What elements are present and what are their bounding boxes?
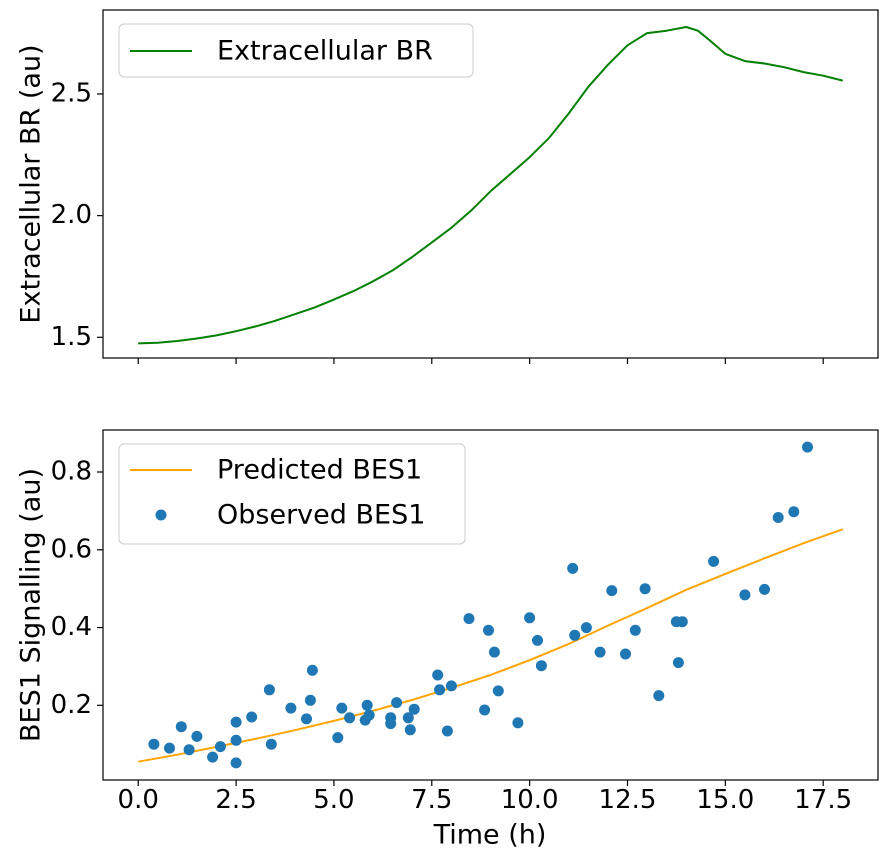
scatter-point <box>620 648 631 660</box>
top-legend-label: Extracellular BR <box>217 36 433 67</box>
scatter-point <box>246 711 258 723</box>
scatter-point <box>148 738 160 750</box>
series-line <box>138 26 844 345</box>
scatter-point <box>402 712 414 724</box>
y-tick-label: 2.0 <box>51 200 92 230</box>
x-tick-label: 10.0 <box>501 785 559 815</box>
x-tick-label: 5.0 <box>313 785 354 815</box>
scatter-point <box>363 709 375 721</box>
x-tick-label: 15.0 <box>696 785 754 815</box>
scatter-point <box>432 669 444 681</box>
bottom-y-ticks: 0.2 0.4 0.6 0.8 <box>51 457 103 720</box>
scatter-point <box>512 717 524 729</box>
top-plot-marks <box>138 26 844 345</box>
top-y-axis-label: Extracellular BR (au) <box>16 44 47 323</box>
top-axes-frame <box>102 9 879 359</box>
scatter-point <box>672 657 684 669</box>
scatter-point <box>567 562 579 574</box>
bottom-legend-label-observed: Observed BES1 <box>217 500 425 531</box>
scatter-point <box>739 589 751 601</box>
x-tick-label: 7.5 <box>411 785 452 815</box>
scatter-point <box>524 612 536 624</box>
x-tick-label: 12.5 <box>599 785 657 815</box>
scatter-point <box>207 751 219 763</box>
scatter-point <box>332 732 344 744</box>
y-tick-label: 0.2 <box>51 690 92 720</box>
bottom-legend-label-predicted: Predicted BES1 <box>217 455 422 486</box>
series-line <box>138 528 844 763</box>
scatter-point <box>606 585 618 597</box>
scatter-point <box>629 624 641 636</box>
bottom-x-ticks: 0.0 2.5 5.0 7.5 10.0 12.5 15.0 17.5 <box>118 780 852 815</box>
scatter-point <box>434 684 446 696</box>
scatter-point <box>759 583 770 595</box>
scatter-point <box>175 721 187 733</box>
scatter-point <box>772 512 784 523</box>
scatter-point <box>164 742 175 754</box>
scatter-point <box>802 441 813 453</box>
scatter-point <box>230 734 242 746</box>
scatter-point <box>265 738 277 750</box>
top-legend-box <box>118 23 474 78</box>
scatter-point <box>463 613 475 625</box>
scatter-point <box>183 744 195 756</box>
scatter-point <box>441 725 453 737</box>
scatter-point <box>263 684 275 696</box>
scatter-point <box>230 757 242 769</box>
y-tick-label: 2.5 <box>51 78 92 108</box>
bottom-axes-frame <box>102 429 879 781</box>
top-panel: 1.5 2.0 2.5 Extracellular BR (au) Extracel… <box>16 9 879 364</box>
x-tick-label: 2.5 <box>215 785 256 815</box>
scatter-point <box>361 699 373 711</box>
scatter-point <box>479 704 491 716</box>
scatter-point <box>344 712 356 724</box>
scatter-point <box>532 634 543 646</box>
bottom-legend-box <box>118 443 466 545</box>
scatter-point <box>304 694 316 706</box>
scatter-point <box>594 646 606 658</box>
scatter-point <box>445 680 457 692</box>
scatter-point <box>708 555 720 567</box>
bottom-panel: 0.0 2.5 5.0 7.5 10.0 12.5 15.0 17.5 0.20.40.60.… <box>16 429 879 851</box>
top-legend: Extracellular BR <box>118 23 474 78</box>
y-tick-label: 0.8 <box>51 457 92 487</box>
scatter-point <box>535 660 547 672</box>
scatter-point <box>391 697 403 709</box>
y-tick-label: 0.4 <box>51 612 92 642</box>
scatter-point <box>788 506 800 518</box>
top-x-ticks <box>137 358 824 364</box>
y-tick-label: 1.5 <box>51 322 92 352</box>
scatter-point <box>408 703 420 715</box>
scatter-point <box>569 629 581 641</box>
scatter-point <box>230 716 242 728</box>
y-tick-label: 0.6 <box>51 534 92 564</box>
scatter-point <box>653 690 665 702</box>
x-tick-label: 0.0 <box>118 785 159 815</box>
bottom-legend: Predicted BES1 Observed BES1 <box>118 443 466 545</box>
bottom-plot-marks <box>138 441 844 769</box>
scatter-point <box>492 685 504 697</box>
scatter-point <box>214 741 226 753</box>
scatter-point <box>639 583 651 595</box>
scatter-point <box>306 664 318 676</box>
scatter-point <box>191 730 203 742</box>
scatter-point <box>336 702 348 714</box>
top-y-ticks: 1.5 2.0 2.5 <box>51 78 103 352</box>
scatter-point <box>580 622 592 634</box>
scatter-point <box>285 702 297 714</box>
scatter-point <box>488 646 500 658</box>
scatter-point <box>483 624 494 636</box>
bottom-x-axis-label: Time (h) <box>433 820 547 851</box>
scatter-point <box>404 724 416 736</box>
scatter-point <box>385 718 397 730</box>
x-tick-label: 17.5 <box>794 785 852 815</box>
scatter-point <box>301 713 312 725</box>
scatter-point <box>676 616 688 628</box>
bottom-y-axis-label: BES1 Signalling (au) <box>16 468 47 742</box>
bottom-legend-marker-swatch <box>155 509 167 521</box>
